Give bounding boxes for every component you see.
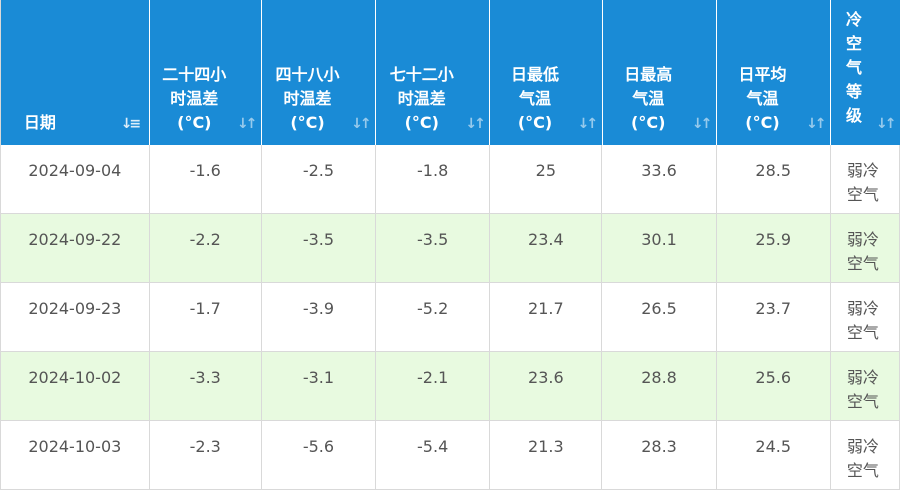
cell-tavg: 24.5 xyxy=(717,421,831,489)
cell-d72: -3.5 xyxy=(376,214,491,282)
cell-date: 2024-10-03 xyxy=(0,421,150,489)
sort-icon[interactable]: ↓↑ xyxy=(806,116,826,132)
cell-d24: -1.7 xyxy=(150,283,262,351)
cell-tmax: 26.5 xyxy=(602,283,717,351)
cell-d48: -3.5 xyxy=(262,214,377,282)
table-row: 2024-09-04 -1.6 -2.5 -1.8 25 33.6 28.5 弱… xyxy=(0,145,900,214)
cell-d48: -3.1 xyxy=(262,352,377,420)
column-header-grade[interactable]: 冷 空 气 等 级 ↓↑ xyxy=(831,0,900,145)
sort-active-icon[interactable]: ↓≡ xyxy=(120,116,141,132)
cell-d24: -2.3 xyxy=(150,421,262,489)
cell-tmax: 28.8 xyxy=(602,352,717,420)
cell-grade: 弱冷 空气 xyxy=(831,214,900,282)
cell-date: 2024-10-02 xyxy=(0,352,150,420)
cell-tmax: 28.3 xyxy=(602,421,717,489)
table-row: 2024-09-23 -1.7 -3.9 -5.2 21.7 26.5 23.7… xyxy=(0,283,900,352)
column-label-grade: 冷 空 气 等 级 xyxy=(846,10,863,125)
cell-tmax: 30.1 xyxy=(602,214,717,282)
cell-date: 2024-09-04 xyxy=(0,145,150,213)
column-header-d72[interactable]: 七十二小 时温差 (°C) ↓↑ xyxy=(376,0,491,145)
cell-tmin: 21.7 xyxy=(490,283,603,351)
column-header-tmin[interactable]: 日最低 气温 (°C) ↓↑ xyxy=(490,0,603,145)
cell-d48: -2.5 xyxy=(262,145,377,213)
cell-d48: -3.9 xyxy=(262,283,377,351)
column-label-d24: 二十四小 时温差 (°C) xyxy=(162,65,227,132)
column-label-d48: 四十八小 时温差 (°C) xyxy=(275,65,340,132)
cell-d24: -3.3 xyxy=(150,352,262,420)
cell-tavg: 25.9 xyxy=(717,214,831,282)
column-label-date: 日期 xyxy=(23,113,56,132)
sort-icon[interactable]: ↓↑ xyxy=(691,116,712,132)
column-header-tavg[interactable]: 日平均 气温 (°C) ↓↑ xyxy=(716,0,832,145)
column-header-d48[interactable]: 四十八小 时温差 (°C) ↓↑ xyxy=(261,0,377,145)
cell-d72: -5.4 xyxy=(376,421,491,489)
column-label-tmax: 日最高 气温 (°C) xyxy=(624,65,673,132)
sort-icon[interactable]: ↓↑ xyxy=(465,116,485,132)
cell-d24: -2.2 xyxy=(150,214,262,282)
cell-tavg: 28.5 xyxy=(717,145,831,213)
cell-grade: 弱冷 空气 xyxy=(831,145,900,213)
table-body: 2024-09-04 -1.6 -2.5 -1.8 25 33.6 28.5 弱… xyxy=(0,145,900,490)
cell-tavg: 23.7 xyxy=(717,283,831,351)
cell-tmin: 25 xyxy=(490,145,603,213)
cell-tmin: 23.6 xyxy=(490,352,603,420)
cell-date: 2024-09-23 xyxy=(0,283,150,351)
cell-d72: -5.2 xyxy=(376,283,491,351)
cell-tmin: 23.4 xyxy=(490,214,603,282)
sort-icon[interactable]: ↓↑ xyxy=(875,116,896,132)
sort-icon[interactable]: ↓↑ xyxy=(351,116,371,132)
sort-icon[interactable]: ↓↑ xyxy=(236,116,257,132)
table-row: 2024-09-22 -2.2 -3.5 -3.5 23.4 30.1 25.9… xyxy=(0,214,900,283)
table-row: 2024-10-02 -3.3 -3.1 -2.1 23.6 28.8 25.6… xyxy=(0,352,900,421)
cell-d24: -1.6 xyxy=(150,145,262,213)
cell-tmin: 21.3 xyxy=(490,421,603,489)
column-label-tmin: 日最低 气温 (°C) xyxy=(510,65,559,132)
cell-grade: 弱冷 空气 xyxy=(831,352,900,420)
cell-tmax: 33.6 xyxy=(602,145,717,213)
column-header-d24[interactable]: 二十四小 时温差 (°C) ↓↑ xyxy=(149,0,262,145)
column-label-d72: 七十二小 时温差 (°C) xyxy=(389,65,454,132)
cell-d72: -1.8 xyxy=(376,145,491,213)
table-header: 日期 ↓≡ 二十四小 时温差 (°C) ↓↑ 四十八小 时温差 (°C) ↓↑ … xyxy=(0,0,900,145)
table-row: 2024-10-03 -2.3 -5.6 -5.4 21.3 28.3 24.5… xyxy=(0,421,900,490)
column-header-date[interactable]: 日期 ↓≡ xyxy=(0,0,150,145)
cell-d48: -5.6 xyxy=(262,421,377,489)
cell-date: 2024-09-22 xyxy=(0,214,150,282)
cell-tavg: 25.6 xyxy=(717,352,831,420)
column-header-tmax[interactable]: 日最高 气温 (°C) ↓↑ xyxy=(602,0,717,145)
sort-icon[interactable]: ↓↑ xyxy=(577,116,598,132)
cell-grade: 弱冷 空气 xyxy=(831,421,900,489)
cell-grade: 弱冷 空气 xyxy=(831,283,900,351)
cell-d72: -2.1 xyxy=(376,352,491,420)
column-label-tavg: 日平均 气温 (°C) xyxy=(738,65,787,132)
